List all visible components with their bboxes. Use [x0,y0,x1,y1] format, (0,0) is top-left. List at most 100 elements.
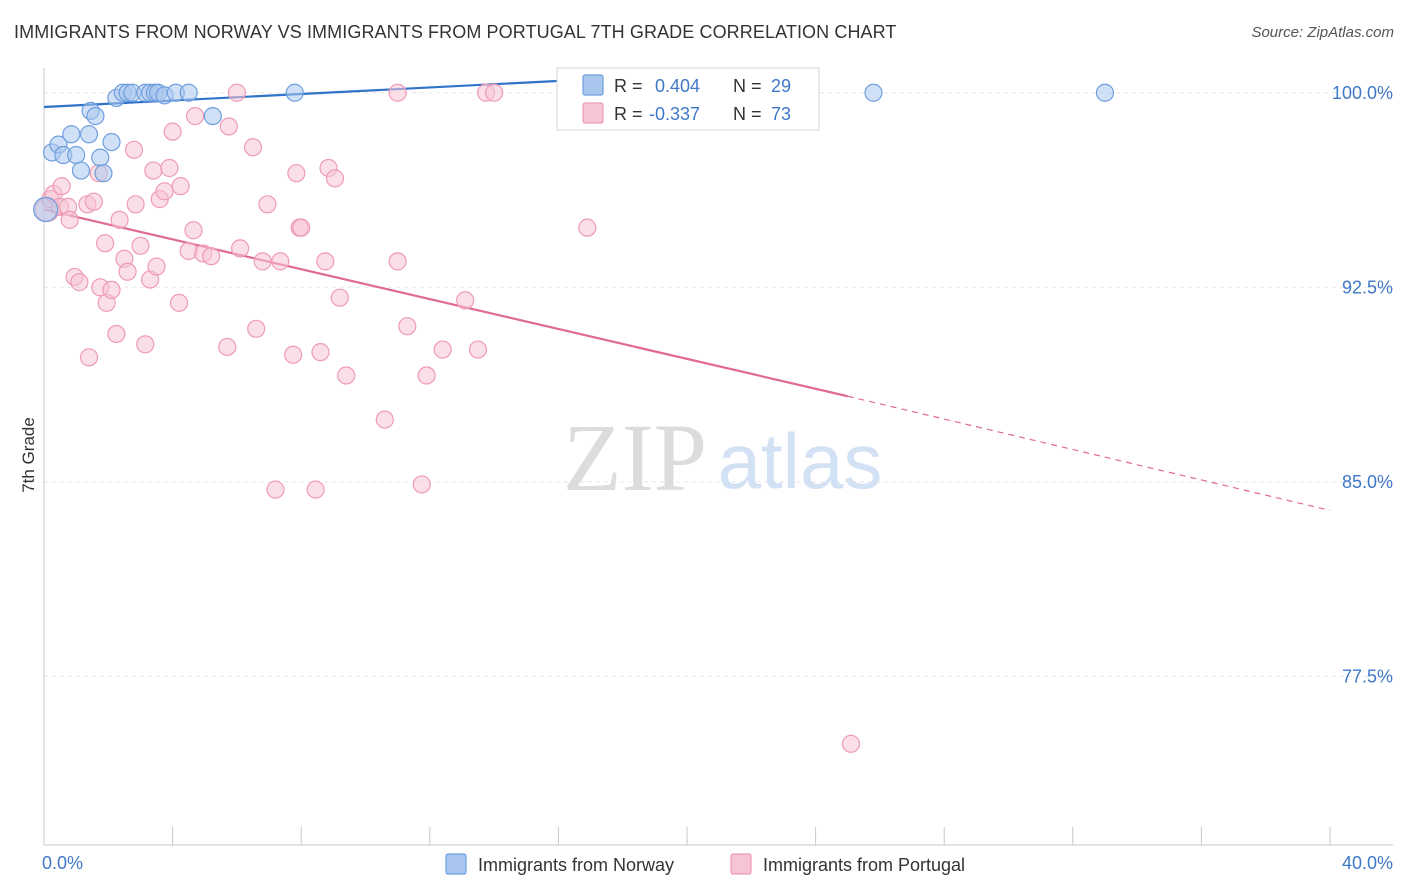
legend-label-norway[interactable]: Immigrants from Norway [478,855,674,875]
stats-r-value-portugal: -0.337 [649,104,700,124]
watermark-zip: ZIP [563,404,707,511]
point-portugal-14 [95,234,115,253]
point-norway-24 [203,106,222,126]
point-portugal-6 [60,210,79,229]
point-portugal-68 [468,340,488,359]
watermark: ZIP atlas [563,404,882,511]
chart-title: IMMIGRANTS FROM NORWAY VS IMMIGRANTS FRO… [14,22,897,42]
point-norway-0 [33,196,59,223]
point-portugal-44 [247,319,266,338]
point-portugal-26 [144,161,163,180]
point-portugal-49 [284,345,303,364]
legend-swatch-norway[interactable] [445,853,467,875]
y-tick-label-2: 85.0% [1342,472,1393,492]
point-portugal-20 [118,262,137,281]
point-norway-25 [285,83,304,102]
point-portugal-52 [292,218,311,237]
stats-n-label-norway: N = [733,76,762,96]
stats-r-label-portugal: R = [614,104,643,124]
point-portugal-57 [325,169,345,188]
point-portugal-58 [330,288,349,307]
point-portugal-8 [70,273,89,292]
point-portugal-35 [184,221,203,240]
point-portugal-47 [266,480,285,499]
point-norway-11 [94,164,113,183]
y-tick-label-3: 77.5% [1342,666,1393,686]
y-tick-label-1: 92.5% [1342,277,1393,297]
y-axis-label: 7th Grade [19,417,38,493]
point-portugal-71 [578,218,597,237]
stats-n-label-portugal: N = [733,104,762,124]
point-portugal-50 [287,164,306,183]
trend-lines [43,77,1331,511]
point-portugal-32 [169,293,189,312]
legend-label-portugal[interactable]: Immigrants from Portugal [763,855,965,875]
point-norway-12 [102,132,121,152]
point-norway-4 [62,125,81,144]
point-portugal-54 [311,343,330,362]
point-norway-23 [179,83,198,102]
point-portugal-61 [388,83,407,102]
point-portugal-55 [316,252,335,271]
point-portugal-31 [163,122,182,141]
point-portugal-33 [171,177,190,196]
point-portugal-36 [186,106,205,126]
point-portugal-70 [485,83,504,102]
trend-line-1 [43,208,848,398]
point-portugal-22 [126,195,145,214]
trend-line-dashed-1 [847,395,1331,511]
point-portugal-18 [110,210,129,229]
point-portugal-48 [271,252,290,271]
stats-legend-swatch-norway [582,74,604,96]
stats-r-value-norway: 0.404 [655,76,700,96]
stats-legend-swatch-portugal [582,102,604,124]
point-portugal-17 [107,324,126,344]
point-portugal-30 [160,158,179,178]
point-portugal-45 [253,252,272,271]
point-norway-28 [1095,83,1115,102]
point-portugal-62 [388,252,407,271]
point-portugal-72 [841,734,861,753]
x-tick-label-min: 0.0% [42,853,83,873]
point-portugal-10 [79,348,99,367]
stats-n-value-norway: 29 [771,76,791,96]
point-portugal-66 [433,340,452,359]
point-portugal-59 [337,366,356,385]
point-portugal-39 [218,337,237,357]
point-portugal-63 [398,317,417,336]
point-norway-9 [86,106,105,126]
y-tick-labels: 100.0% 92.5% 85.0% 77.5% [1332,83,1393,687]
point-portugal-29 [155,182,174,201]
point-portugal-60 [375,410,394,429]
point-portugal-11 [84,192,103,211]
trend-line-0 [43,77,607,109]
point-norway-27 [864,83,883,102]
point-portugal-65 [417,366,436,385]
point-portugal-40 [219,117,238,136]
point-portugal-27 [147,257,166,276]
y-tick-label-0: 100.0% [1332,83,1393,103]
point-norway-5 [67,145,86,165]
point-portugal-21 [124,140,144,159]
point-portugal-67 [456,291,475,310]
x-tick-label-max: 40.0% [1342,853,1393,873]
series-norway-points [33,83,1115,223]
point-portugal-16 [102,280,121,299]
point-portugal-53 [306,480,325,499]
point-norway-10 [91,148,110,167]
point-portugal-64 [412,475,431,494]
series-legend: Immigrants from Norway Immigrants from P… [445,853,965,875]
gridlines [44,92,1393,677]
point-portugal-23 [131,236,150,255]
point-norway-7 [79,125,99,144]
point-portugal-41 [227,83,246,102]
point-portugal-24 [136,335,155,354]
watermark-atlas: atlas [718,417,883,505]
point-portugal-38 [202,247,221,266]
legend-swatch-portugal[interactable] [730,853,752,875]
stats-r-label-norway: R = [614,76,643,96]
point-norway-6 [71,161,91,180]
point-portugal-43 [243,138,263,157]
stats-legend: R = 0.404 N = 29 R = -0.337 N = 73 [556,67,820,131]
